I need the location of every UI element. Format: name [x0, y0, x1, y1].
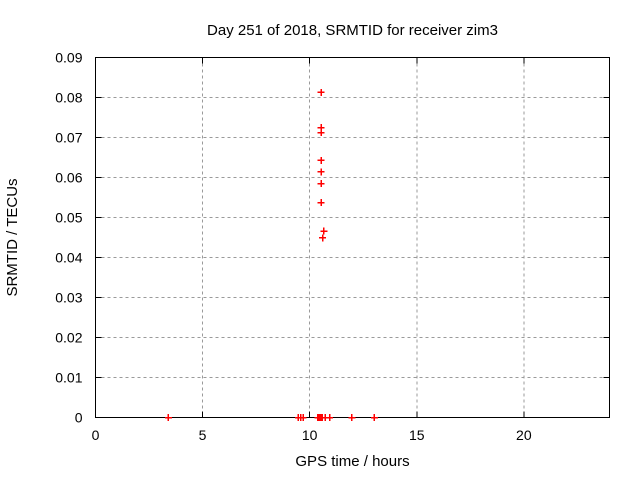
data-points — [164, 88, 378, 421]
data-point-marker — [317, 199, 325, 207]
data-point-marker — [164, 414, 172, 421]
y-tick-label: 0 — [75, 410, 83, 426]
data-point-marker — [320, 227, 328, 235]
grid-lines — [95, 57, 610, 418]
y-tick-label: 0.06 — [55, 170, 82, 186]
y-tick-label: 0.01 — [55, 370, 82, 386]
data-point-marker — [317, 129, 325, 137]
y-tick-label: 0.03 — [55, 290, 82, 306]
y-tick-label: 0.09 — [55, 50, 82, 66]
x-tick-label: 15 — [409, 427, 425, 443]
x-tick-label: 20 — [516, 427, 532, 443]
chart-title: Day 251 of 2018, SRMTID for receiver zim… — [207, 22, 498, 39]
y-tick-label: 0.04 — [55, 250, 82, 266]
axes-and-ticks — [95, 57, 610, 418]
y-tick-label: 0.08 — [55, 90, 82, 106]
x-tick-label: 5 — [199, 427, 207, 443]
y-tick-label: 0.05 — [55, 210, 82, 226]
y-tick-label: 0.07 — [55, 130, 82, 146]
y-tick-label: 0.02 — [55, 330, 82, 346]
x-axis-label: GPS time / hours — [295, 453, 409, 470]
x-tick-label: 10 — [302, 427, 318, 443]
data-point-marker — [317, 168, 325, 176]
data-point-marker — [370, 414, 378, 421]
x-tick-label: 0 — [92, 427, 100, 443]
data-point-marker — [317, 156, 325, 164]
data-point-marker — [319, 234, 327, 242]
data-point-marker — [317, 88, 325, 96]
data-point-marker — [317, 180, 325, 187]
data-point-marker — [326, 414, 334, 421]
data-point-marker — [348, 414, 356, 421]
y-axis-label: SRMTID / TECUs — [4, 178, 21, 296]
data-point-marker — [299, 414, 307, 421]
tick-labels: 0 0.01 0.02 0.03 0.04 0.05 0.06 0.07 0.08 0.09 0 5 1… — [55, 50, 532, 444]
plot-border — [95, 57, 610, 418]
